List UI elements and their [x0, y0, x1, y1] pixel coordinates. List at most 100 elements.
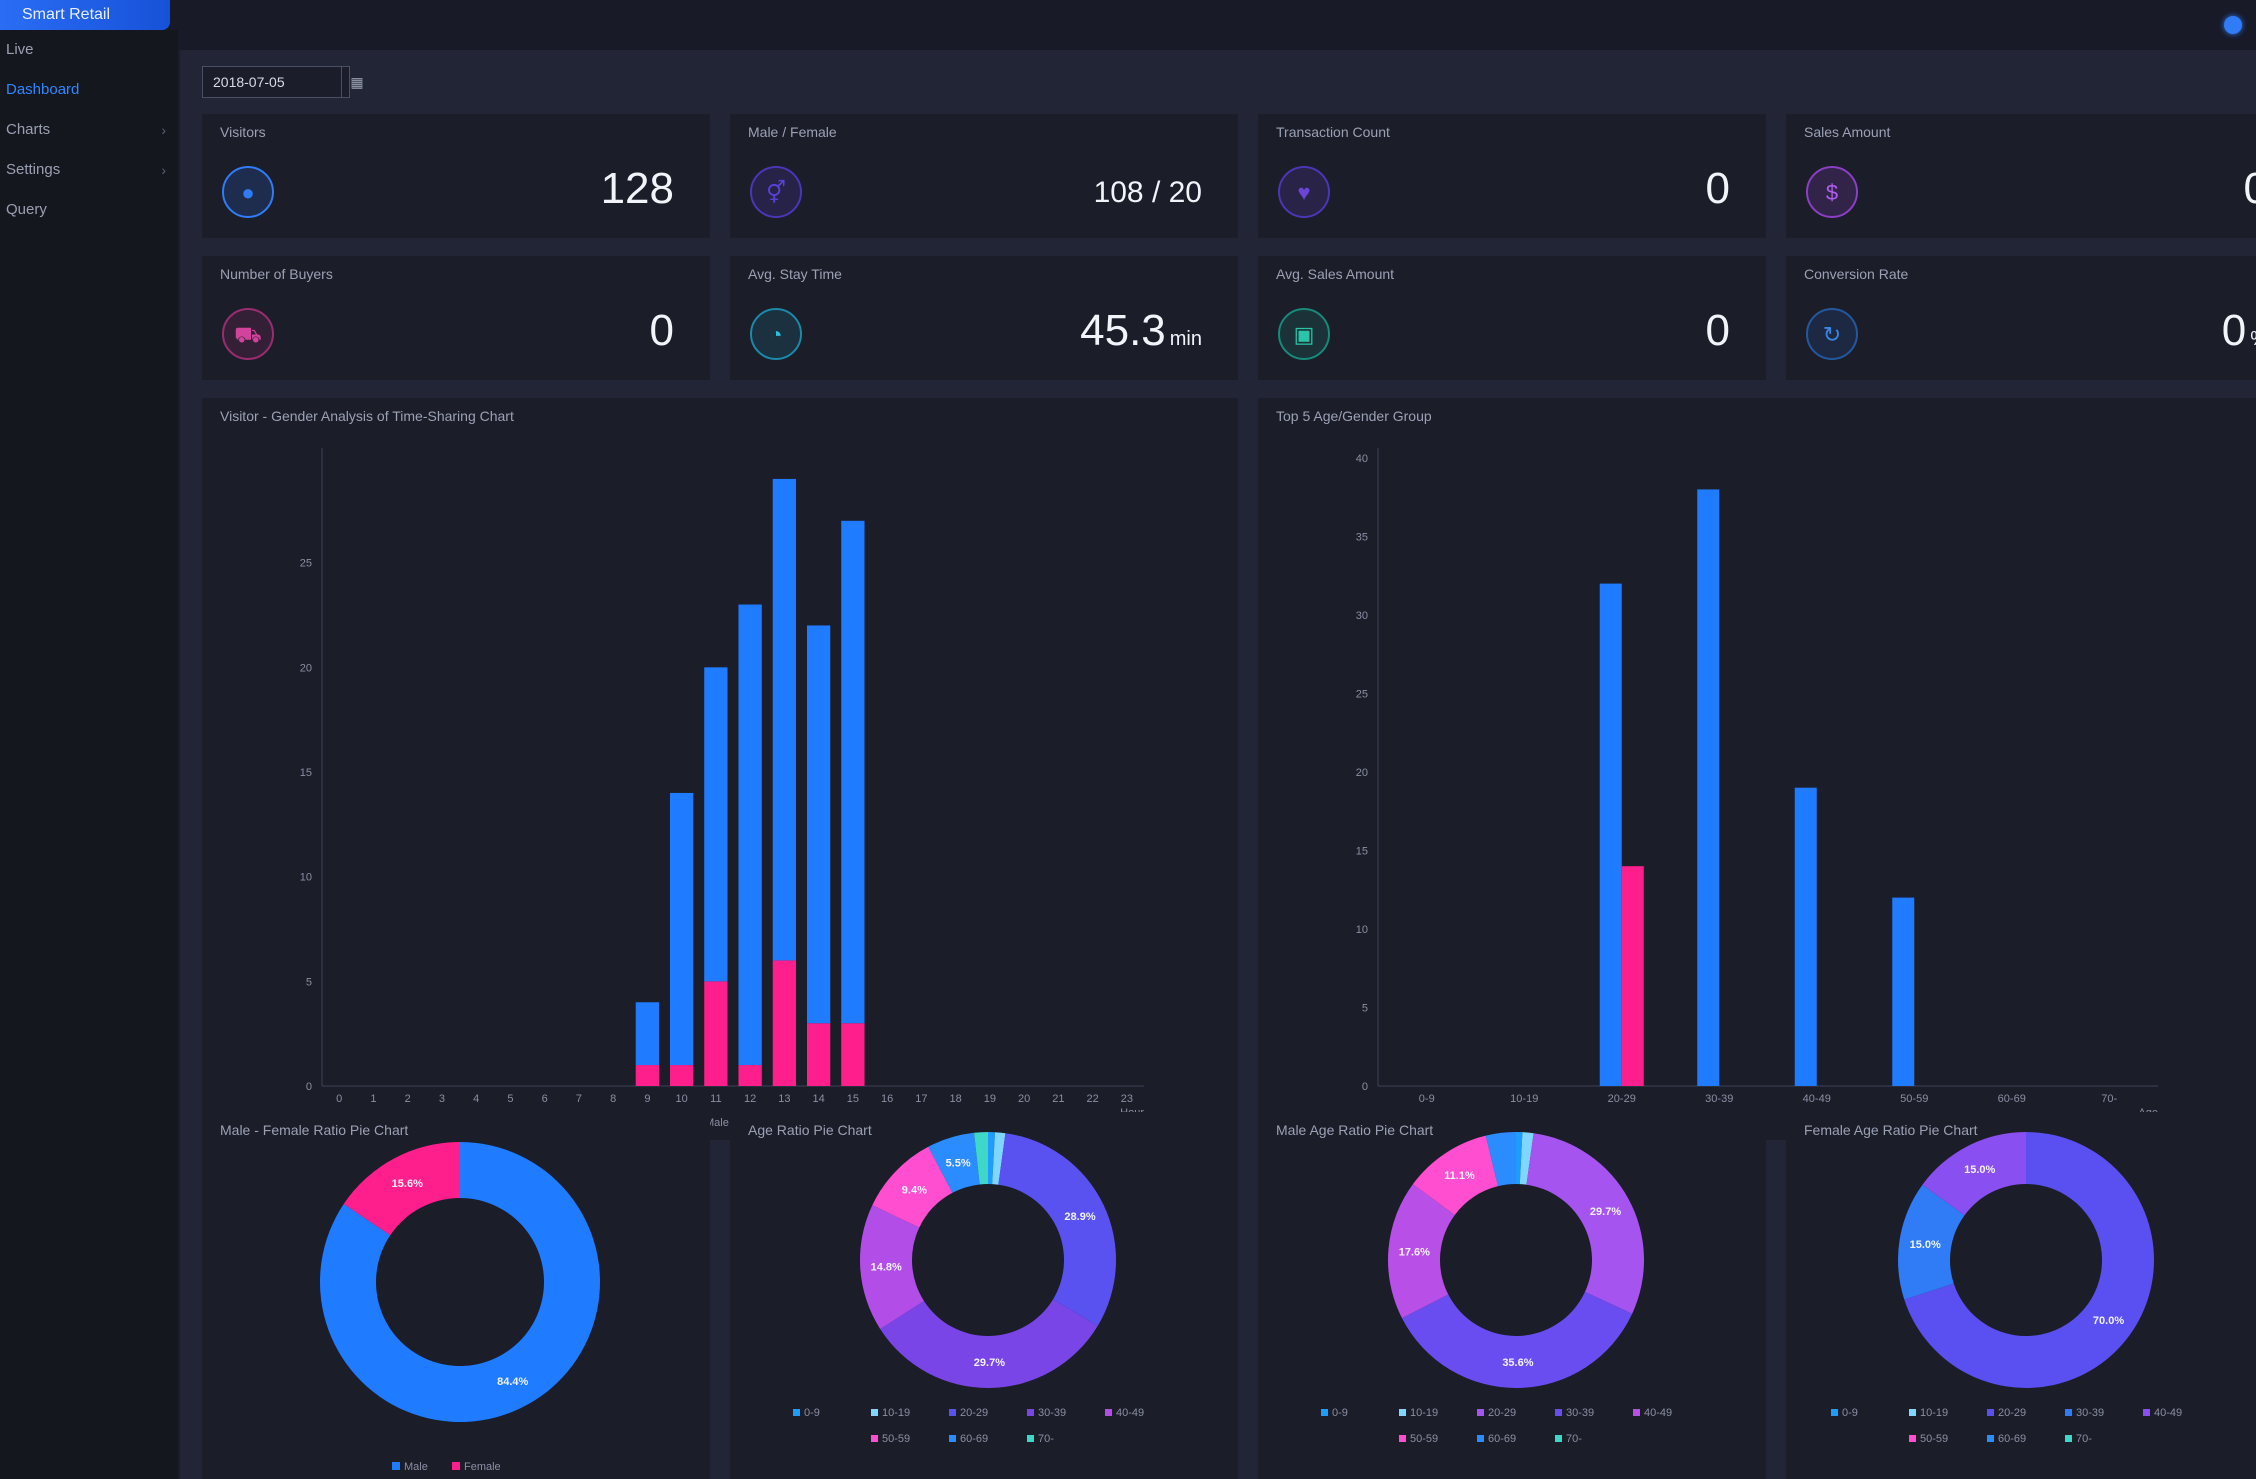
- bar-female[interactable]: [806, 1023, 831, 1086]
- legend-label: 10-19: [1410, 1407, 1438, 1419]
- person-icon: ●: [222, 166, 274, 218]
- x-tick-label: 70-: [2101, 1093, 2117, 1105]
- date-picker[interactable]: 2018-07-05 ▦: [202, 66, 364, 98]
- user-avatar-icon[interactable]: [2224, 16, 2242, 34]
- male-age-pie-chart: 29.7% 35.6% 17.6% 11.1% 0-9 10-19 20-29 30-39 40…: [1321, 1132, 1672, 1445]
- heart-icon: ♥: [1278, 166, 1330, 218]
- bar-female[interactable]: [841, 1023, 865, 1086]
- bar-male[interactable]: [1892, 897, 1915, 1086]
- pie-slice[interactable]: [1412, 1135, 1499, 1215]
- bar-male[interactable]: [704, 667, 728, 982]
- legend-label: 30-39: [1566, 1407, 1594, 1419]
- bar-male[interactable]: [1697, 489, 1720, 1086]
- slice-label: 29.7%: [974, 1357, 1005, 1369]
- y-tick-label: 10: [300, 872, 312, 884]
- pie-slice[interactable]: [974, 1132, 988, 1185]
- pie-slice[interactable]: [343, 1142, 460, 1236]
- legend-swatch: [1321, 1409, 1328, 1416]
- legend-swatch: [949, 1409, 956, 1416]
- pie-slice[interactable]: [992, 1132, 1006, 1185]
- pie-slice[interactable]: [860, 1205, 924, 1329]
- chart-card-male-female-pie: Male - Female Ratio Pie Chart 84.4% 15.6%…: [202, 1112, 710, 1479]
- bar-male[interactable]: [669, 792, 694, 1066]
- pie-slice[interactable]: [1922, 1132, 2026, 1216]
- pie-slice[interactable]: [319, 1142, 600, 1422]
- legend-label: 0-9: [804, 1407, 820, 1419]
- pie-slice[interactable]: [1519, 1132, 1534, 1185]
- bar-male[interactable]: [635, 1002, 660, 1066]
- pie-slice[interactable]: [998, 1133, 1116, 1327]
- bag-icon: ▣: [1278, 308, 1330, 360]
- pie-slice[interactable]: [1904, 1132, 2154, 1388]
- bar-male[interactable]: [772, 478, 797, 961]
- stat-value: 0: [1705, 306, 1730, 355]
- pie-slice[interactable]: [1516, 1132, 1523, 1185]
- x-tick-label: 18: [950, 1093, 962, 1105]
- stat-card-sales-amount: Sales Amount $ 0: [1786, 114, 2256, 238]
- sidebar-item-dashboard[interactable]: Dashboard: [0, 70, 178, 110]
- bar-male[interactable]: [738, 604, 762, 1066]
- bar-male[interactable]: [841, 520, 865, 1024]
- legend-swatch: [1555, 1435, 1562, 1442]
- slice-label: 84.4%: [497, 1376, 528, 1388]
- chart-card-female-age-pie: Female Age Ratio Pie Chart 70.0% 15.0% 15.…: [1786, 1112, 2256, 1479]
- sidebar-item-query[interactable]: Query: [0, 190, 178, 230]
- stat-card-visitors: Visitors ● 128: [202, 114, 710, 238]
- bar-female[interactable]: [669, 1065, 694, 1086]
- bar-female[interactable]: [772, 960, 797, 1086]
- bar-female[interactable]: [738, 1065, 762, 1086]
- stat-card-conversion-rate: Conversion Rate ↻ 0%: [1786, 256, 2256, 380]
- x-tick-label: 2: [405, 1093, 411, 1105]
- y-tick-label: 30: [1356, 610, 1368, 622]
- pie-slice[interactable]: [1898, 1184, 1965, 1300]
- x-tick-label: 3: [439, 1093, 445, 1105]
- slice-label: 15.0%: [1964, 1164, 1995, 1176]
- y-tick-label: 15: [1356, 846, 1368, 858]
- pie-slice[interactable]: [928, 1132, 980, 1193]
- x-tick-label: 20: [1018, 1093, 1030, 1105]
- clock-icon: ◔: [750, 308, 802, 360]
- y-tick-label: 5: [306, 976, 312, 988]
- x-tick-label: 60-69: [1998, 1093, 2026, 1105]
- bar-female[interactable]: [635, 1065, 660, 1086]
- cart-icon: ⛟: [222, 308, 274, 360]
- calendar-icon[interactable]: ▦: [341, 67, 372, 97]
- legend-label: 50-59: [882, 1433, 910, 1445]
- bar-female[interactable]: [1621, 866, 1644, 1086]
- bar-male[interactable]: [1794, 787, 1817, 1086]
- legend-swatch: [1105, 1409, 1112, 1416]
- legend-label: Male: [705, 1117, 729, 1129]
- legend-label: 60-69: [1488, 1433, 1516, 1445]
- bar-male[interactable]: [806, 625, 831, 1024]
- sidebar-item-charts[interactable]: Charts ›: [0, 110, 178, 150]
- pie-slice[interactable]: [1401, 1291, 1633, 1388]
- bar-female[interactable]: [704, 981, 728, 1086]
- age-ratio-pie-chart: 28.9% 29.7% 14.8% 9.4% 5.5% 0-9 10-19 20-29 30-3…: [793, 1132, 1144, 1445]
- x-tick-label: 30-39: [1705, 1093, 1733, 1105]
- bar-male[interactable]: [1599, 583, 1622, 1086]
- sidebar-item-live[interactable]: Live: [0, 30, 178, 70]
- app-title[interactable]: Smart Retail: [0, 0, 170, 30]
- sidebar-item-settings[interactable]: Settings ›: [0, 150, 178, 190]
- pie-slice[interactable]: [872, 1146, 953, 1228]
- sidebar-item-label: Dashboard: [6, 81, 80, 98]
- legend-swatch: [1633, 1409, 1640, 1416]
- legend-label: 70-: [1566, 1433, 1582, 1445]
- pie-slice[interactable]: [1526, 1133, 1644, 1314]
- sidebar-item-label: Charts: [6, 121, 51, 138]
- legend-label: 10-19: [1920, 1407, 1948, 1419]
- chevron-right-icon: ›: [161, 122, 166, 138]
- pie-slice[interactable]: [1485, 1132, 1516, 1187]
- legend-label: 70-: [2076, 1433, 2092, 1445]
- chart-title: Top 5 Age/Gender Group: [1276, 408, 1432, 424]
- legend-swatch: [1987, 1409, 1994, 1416]
- date-value: 2018-07-05: [213, 74, 285, 90]
- x-tick-label: 17: [915, 1093, 927, 1105]
- chart-title: Visitor - Gender Analysis of Time-Sharin…: [220, 408, 514, 424]
- stat-value: 0: [2243, 164, 2256, 213]
- pie-slice[interactable]: [1388, 1184, 1455, 1319]
- y-tick-label: 10: [1356, 924, 1368, 936]
- pie-slice[interactable]: [880, 1299, 1098, 1388]
- pie-slice[interactable]: [988, 1132, 995, 1185]
- legend-swatch: [2065, 1435, 2072, 1442]
